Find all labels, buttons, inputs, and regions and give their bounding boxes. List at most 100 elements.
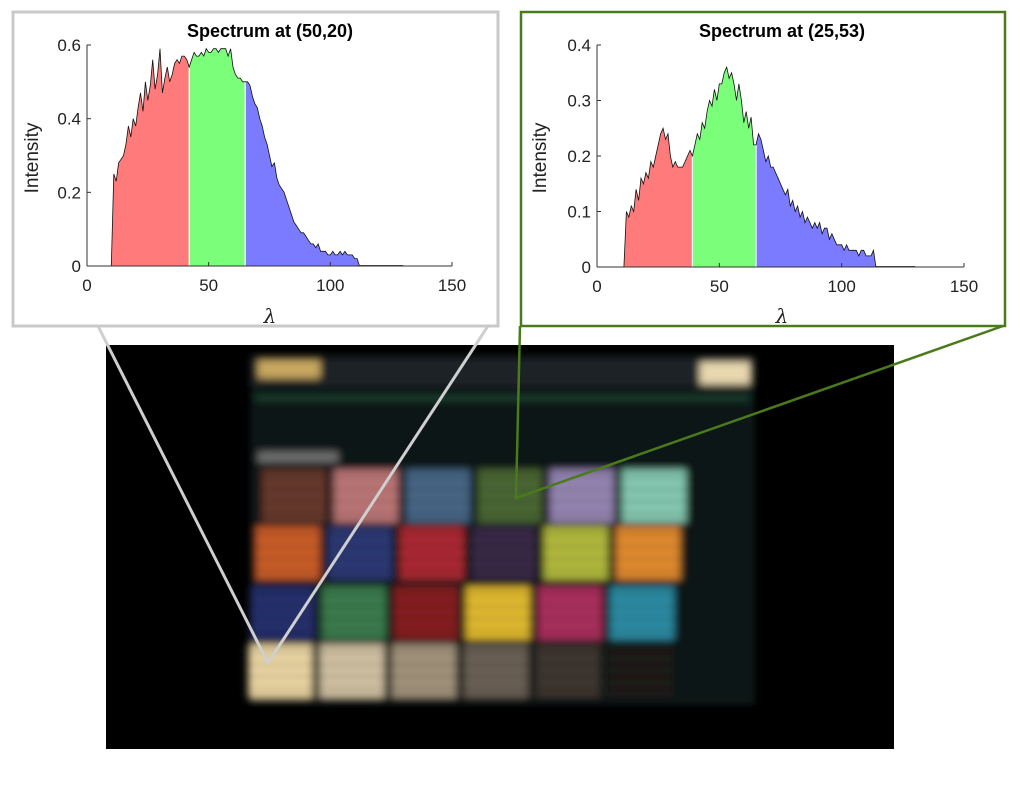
x-tick-label: 0 <box>82 276 91 295</box>
patch-stripe <box>478 476 542 479</box>
red-band-area <box>623 128 693 267</box>
patch-stripe <box>466 593 530 596</box>
patch-stripe <box>472 545 536 548</box>
patch-stripe <box>610 593 674 596</box>
patch-stripe <box>320 687 384 690</box>
patch-stripe <box>334 500 398 503</box>
chart-header-strip <box>250 358 755 386</box>
patch-stripe <box>248 687 312 690</box>
y-tick-label: 0.2 <box>567 147 591 166</box>
patch-stripe <box>536 675 600 678</box>
patch-stripe <box>256 545 320 548</box>
patch-stripe <box>466 629 530 632</box>
patch-stripe <box>610 629 674 632</box>
y-axis-label: Intensity <box>530 122 551 193</box>
patch-stripe <box>550 488 614 491</box>
patch-stripe <box>322 605 386 608</box>
green-band-area <box>692 67 756 267</box>
y-tick-label: 0.6 <box>57 36 81 55</box>
zoom-connectors <box>96 324 1004 666</box>
patch-stripe <box>406 500 470 503</box>
patch-stripe <box>256 557 320 560</box>
patch-stripe <box>550 476 614 479</box>
patch-stripe <box>466 617 530 620</box>
x-tick-label: 100 <box>827 277 855 296</box>
patch-stripe <box>538 617 602 620</box>
right-connector <box>514 324 1004 500</box>
patch-stripe <box>544 557 608 560</box>
plot-title: Spectrum at (25,53) <box>699 21 865 41</box>
x-axis-label: λ <box>775 304 789 328</box>
patch-stripe <box>250 605 314 608</box>
y-tick-label: 0.2 <box>57 183 81 202</box>
patch-stripe <box>250 617 314 620</box>
x-tick-label: 50 <box>710 277 729 296</box>
patch-stripe <box>262 488 326 491</box>
patch-stripe <box>400 533 464 536</box>
x-tick-label: 50 <box>199 276 218 295</box>
patch-stripe <box>538 605 602 608</box>
y-tick-label: 0.4 <box>567 36 591 55</box>
patch-stripe <box>622 500 686 503</box>
patch-stripe <box>616 533 680 536</box>
x-tick-label: 150 <box>438 276 466 295</box>
patch-stripe <box>472 557 536 560</box>
y-tick-label: 0 <box>72 257 81 276</box>
patch-stripe <box>544 545 608 548</box>
patch-stripe <box>262 512 326 515</box>
patch-stripe <box>392 675 456 678</box>
patch-stripe <box>406 488 470 491</box>
green-band-area <box>189 48 246 267</box>
blue-band-area <box>756 133 876 267</box>
spectrum-plot-left: Spectrum at (50,20) Intensity λ 0 50 100 15… <box>11 10 500 328</box>
x-tick-label: 150 <box>950 277 978 296</box>
patch-stripe <box>328 533 392 536</box>
patch-stripe <box>394 629 458 632</box>
patch-stripe <box>328 545 392 548</box>
patch-stripe <box>616 557 680 560</box>
patch-stripe <box>472 533 536 536</box>
patch-stripe <box>608 675 672 678</box>
patch-stripe <box>256 569 320 572</box>
chart-line <box>255 396 750 400</box>
patch-stripe <box>610 617 674 620</box>
patch-stripe <box>406 476 470 479</box>
patch-stripe <box>322 593 386 596</box>
patch-stripe <box>328 569 392 572</box>
left-connector <box>96 325 490 666</box>
patch-stripe <box>334 488 398 491</box>
patch-stripe <box>392 687 456 690</box>
patch-stripe <box>616 569 680 572</box>
red-band-area <box>111 48 190 267</box>
patch-stripe <box>262 500 326 503</box>
spectrum-plot-right: Spectrum at (25,53) Intensity λ 0 50 100 15… <box>519 10 1007 328</box>
patch-stripe <box>622 488 686 491</box>
patch-stripe <box>622 512 686 515</box>
patch-stripe <box>250 593 314 596</box>
color-chart-photo <box>106 345 894 749</box>
patch-stripe <box>248 663 312 666</box>
corner-highlight <box>700 362 750 384</box>
patch-stripe <box>392 651 456 654</box>
patch-stripe <box>328 557 392 560</box>
patch-stripe <box>400 557 464 560</box>
patch-stripe <box>250 629 314 632</box>
patch-stripe <box>478 488 542 491</box>
patch-stripe <box>320 663 384 666</box>
patch-stripe <box>320 651 384 654</box>
patch-stripe <box>406 512 470 515</box>
patch-stripe <box>334 476 398 479</box>
patch-stripe <box>400 569 464 572</box>
patch-stripe <box>608 651 672 654</box>
plot-title: Spectrum at (50,20) <box>187 21 353 41</box>
patch-stripe <box>394 605 458 608</box>
patch-stripe <box>466 605 530 608</box>
patch-stripe <box>478 512 542 515</box>
y-axis-label: Intensity <box>22 122 43 193</box>
patch-stripe <box>248 675 312 678</box>
corner-highlight <box>258 360 320 378</box>
patch-stripe <box>544 569 608 572</box>
patch-stripe <box>320 675 384 678</box>
spectrum-line <box>623 65 877 268</box>
